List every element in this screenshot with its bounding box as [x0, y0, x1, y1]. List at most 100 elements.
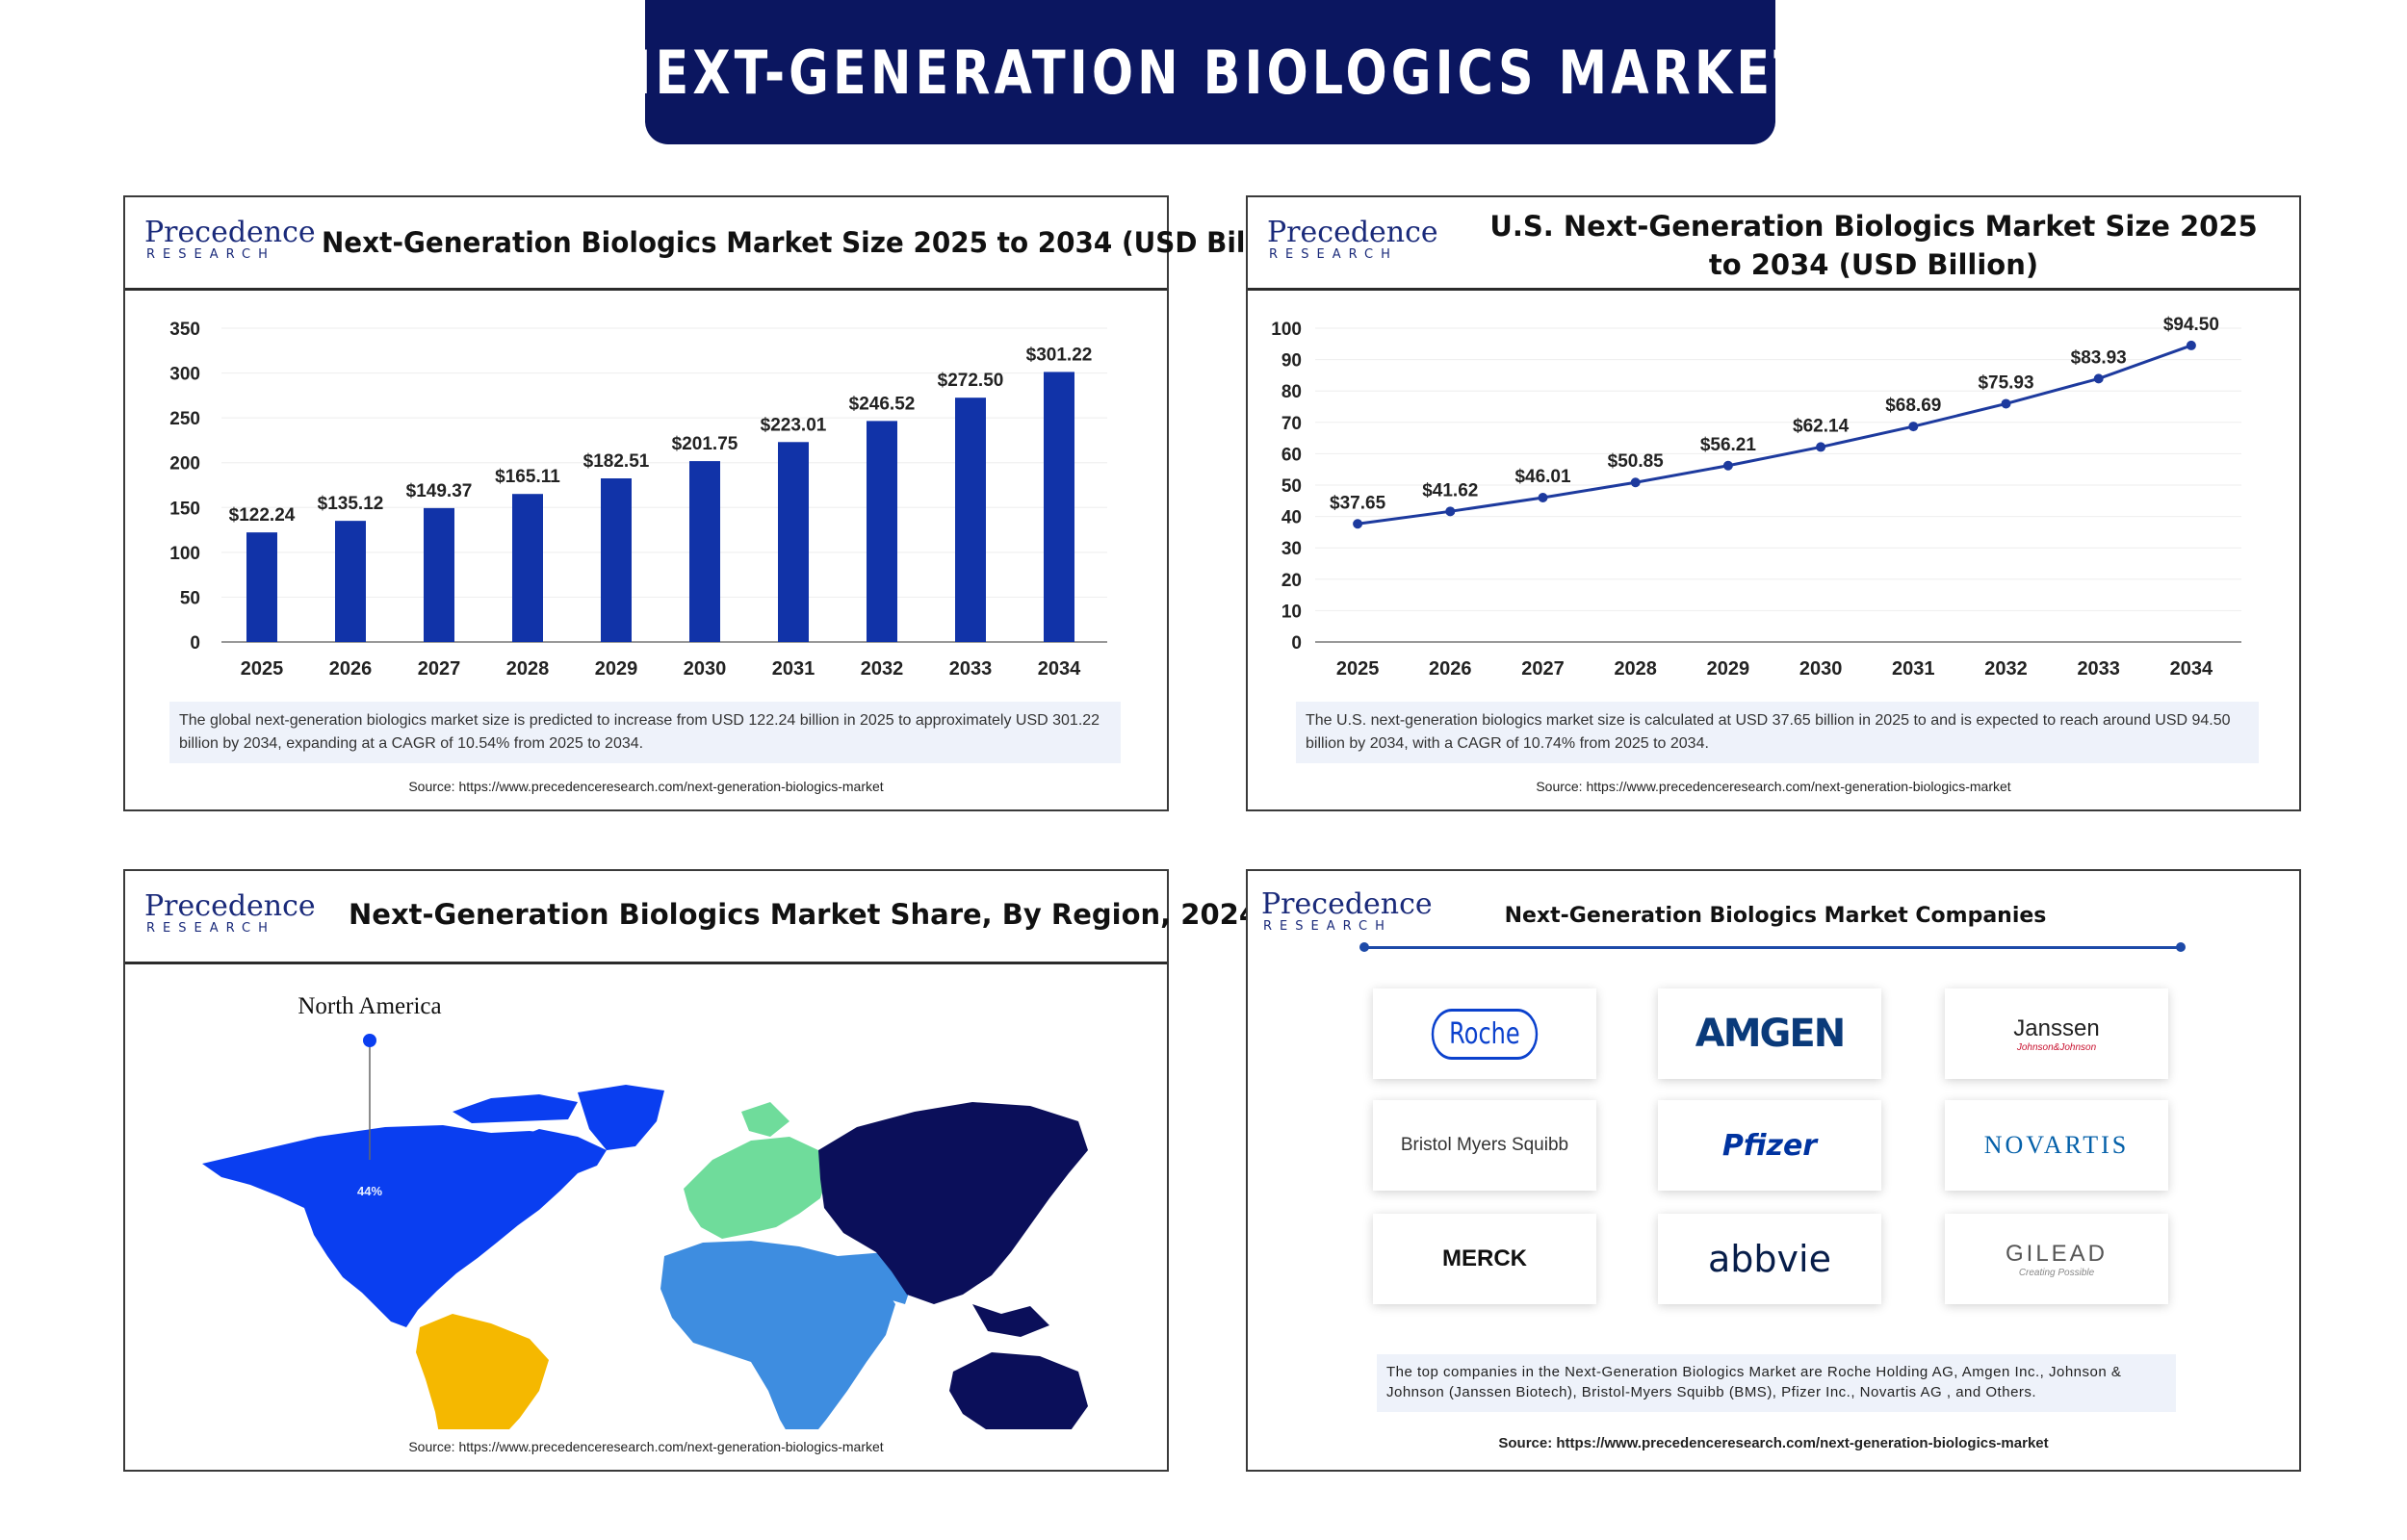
bar-value-label: $149.37 — [406, 481, 473, 501]
us-line-chart: 0102030405060708090100$37.652025$41.6220… — [1271, 315, 2241, 680]
precedence-logo: Precedence RESEARCH — [144, 889, 316, 940]
precedence-logo: Precedence RESEARCH — [1267, 216, 1438, 267]
global-bar-chart: 0 50 100 150 200 250 300 350 $122.24 2025 $135.12 2… — [169, 320, 1107, 680]
us-chart-title: U.S. Next-Generation Biologics Market Si… — [1489, 210, 2258, 281]
y-tick-label: 250 — [169, 409, 200, 429]
map-africa-me — [660, 1241, 915, 1429]
bar — [246, 532, 277, 642]
panel-header: Precedence RESEARCH U.S. Next-Generation… — [1248, 197, 2299, 291]
y-tick-label: 300 — [169, 365, 200, 385]
company-logo-text: NOVARTIS — [1983, 1131, 2130, 1159]
map-europe — [684, 1102, 828, 1239]
bar-value-label: $135.12 — [318, 494, 384, 514]
title-banner: NEXT-GENERATION BIOLOGICS MARKET — [609, 0, 1806, 144]
point-value-label: $41.62 — [1422, 480, 1478, 500]
x-tick-label: 2032 — [861, 658, 904, 680]
x-tick-label: 2033 — [949, 658, 993, 680]
y-tick-label: 100 — [1271, 320, 1302, 340]
line-point — [1908, 422, 1919, 432]
company-logo-janssen: Janssen Johnson&Johnson — [1945, 988, 2168, 1079]
x-tick-label: 2025 — [241, 658, 284, 680]
callout-label: North America — [298, 993, 441, 1019]
y-tick-label: 200 — [169, 454, 200, 475]
panel-header: Precedence RESEARCH Next-Generation Biol… — [125, 871, 1322, 964]
bar — [335, 521, 366, 642]
bar-value-label: $165.11 — [495, 467, 560, 487]
map-south-america — [416, 1314, 549, 1429]
bar — [424, 507, 454, 642]
x-tick-label: 2034 — [1038, 658, 1081, 680]
company-logo-text: Janssen — [2013, 1014, 2100, 1041]
company-logo-pfizer: Pfizer — [1658, 1100, 1881, 1191]
x-tick-label: 2031 — [772, 658, 815, 680]
bar-value-label: $182.51 — [583, 451, 650, 472]
y-tick-label: 80 — [1281, 382, 1302, 402]
x-tick-label: 2027 — [418, 658, 461, 680]
y-tick-label: 0 — [1291, 633, 1302, 654]
precedence-logo: Precedence RESEARCH — [144, 218, 316, 267]
bar-value-label: $122.24 — [229, 505, 296, 526]
bar — [512, 494, 543, 642]
bar-value-label: $223.01 — [761, 415, 827, 435]
company-logo-subtext: Creating Possible — [2018, 1267, 2095, 1278]
bar — [689, 461, 720, 642]
company-logo-text: Roche — [1431, 1008, 1539, 1060]
companies-title: Next-Generation Biologics Market Compani… — [1504, 904, 2047, 928]
global-note: The global next-generation biologics mar… — [169, 702, 1121, 763]
x-tick-label: 2028 — [506, 658, 550, 680]
company-logo-merck: MERCK — [1373, 1214, 1596, 1304]
point-value-label: $56.21 — [1700, 435, 1757, 455]
y-tick-label: 150 — [169, 499, 200, 519]
map-asia-pacific — [818, 1102, 1088, 1429]
y-tick-label: 100 — [169, 544, 200, 564]
bar-value-label: $272.50 — [938, 371, 1004, 391]
y-tick-label: 50 — [1281, 476, 1302, 497]
company-logo-amgen: AMGEN — [1658, 988, 1881, 1079]
line-point — [1722, 460, 1733, 471]
x-tick-label: 2026 — [329, 658, 373, 680]
panel-header: Precedence RESEARCH Next-Generation Biol… — [125, 197, 1313, 291]
y-tick-label: 90 — [1281, 351, 1302, 372]
point-value-label: $75.93 — [1978, 372, 2033, 393]
callout-value: 44% — [357, 1184, 382, 1198]
global-market-panel: Precedence RESEARCH Next-Generation Biol… — [123, 195, 1313, 811]
x-tick-label: 2034 — [2170, 658, 2213, 680]
us-market-panel: Precedence RESEARCH U.S. Next-Generation… — [1246, 195, 2301, 811]
title-underline — [1359, 942, 2186, 952]
logo-line1: Precedence — [1261, 887, 1433, 921]
logo-line1: Precedence — [144, 889, 316, 923]
point-value-label: $83.93 — [2071, 347, 2127, 368]
logo-line2: RESEARCH — [1269, 247, 1398, 262]
company-logo-bristol-myers-squibb: Bristol Myers Squibb — [1373, 1100, 1596, 1191]
logo-line2: RESEARCH — [1263, 919, 1392, 934]
bar-value-label: $201.75 — [672, 434, 738, 454]
region-share-panel: Precedence RESEARCH Next-Generation Biol… — [123, 869, 1322, 1472]
companies-note: The top companies in the Next-Generation… — [1377, 1354, 2176, 1412]
bar — [1044, 372, 1074, 642]
company-logo-gilead: GILEAD Creating Possible — [1945, 1214, 2168, 1304]
bar — [601, 478, 632, 642]
company-logo-text: MERCK — [1442, 1245, 1527, 1271]
companies-panel: Precedence RESEARCH Next-Generation Biol… — [1246, 869, 2301, 1472]
line-point — [1538, 493, 1548, 503]
point-value-label: $62.14 — [1793, 416, 1850, 436]
x-tick-label: 2032 — [1984, 658, 2028, 680]
x-tick-label: 2031 — [1892, 658, 1935, 680]
logo-line2: RESEARCH — [146, 247, 275, 262]
x-tick-label: 2026 — [1429, 658, 1472, 680]
bar-value-label: $246.52 — [849, 394, 916, 414]
logo-line1: Precedence — [1267, 216, 1438, 249]
line-point — [2093, 373, 2104, 384]
series-line — [1357, 344, 2192, 526]
x-tick-label: 2028 — [1614, 658, 1657, 680]
world-map: North America 44% — [202, 993, 1088, 1429]
point-value-label: $37.65 — [1330, 493, 1386, 513]
point-value-label: $94.50 — [2163, 315, 2219, 335]
callout-dot — [363, 1034, 376, 1047]
y-tick-label: 60 — [1281, 445, 1302, 465]
point-value-label: $46.01 — [1514, 467, 1571, 487]
company-logo-novartis: NOVARTIS — [1945, 1100, 2168, 1191]
region-chart-title: Next-Generation Biologics Market Share, … — [349, 898, 1322, 931]
company-logo-text: Bristol Myers Squibb — [1400, 1135, 1569, 1155]
point-value-label: $50.85 — [1608, 451, 1665, 472]
